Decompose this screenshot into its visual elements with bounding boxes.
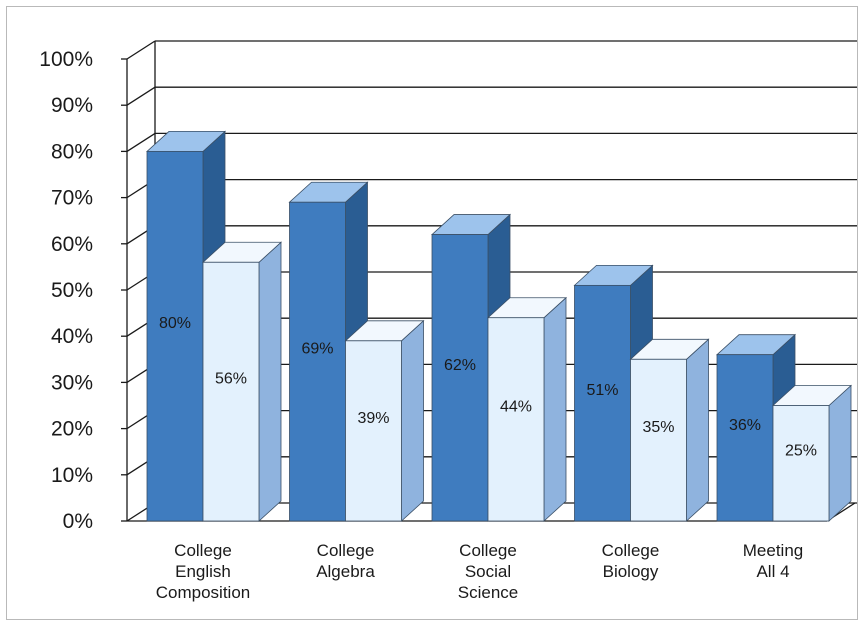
y-tick-label: 30% [51,371,93,394]
y-tick-label: 60% [51,233,93,256]
bar [716,354,774,522]
y-tick-label: 80% [51,140,93,163]
gridline-side [126,40,156,60]
chart-frame: 0% 10% 20% 30% 40% 50% 60% 70% 80% 90% 100% 80% 56% C… [6,6,858,620]
gridline-side [126,86,156,106]
y-tick-label: 20% [51,418,93,441]
data-label: 25% [785,442,817,459]
data-label: 69% [301,341,333,358]
bar [146,150,204,522]
bar [630,358,687,522]
data-label: 51% [586,382,618,399]
bar-side [686,338,709,522]
bar [202,261,260,522]
y-tick-label: 70% [51,187,93,210]
gridline-side [126,132,156,152]
x-tick-label: Meeting All 4 [743,541,803,581]
data-label: 35% [642,419,674,436]
bar-side [258,241,282,522]
bar [574,284,631,522]
bar [772,405,830,522]
data-label: 80% [159,315,191,332]
y-tick-label: 10% [51,464,93,487]
data-label: 36% [729,417,761,434]
bar [289,201,346,522]
x-tick-label: College Algebra [316,541,375,581]
data-label: 44% [500,398,532,415]
bar [431,234,489,522]
y-tick-label: 100% [39,48,93,71]
bar [345,340,402,522]
data-label: 62% [444,357,476,374]
x-tick-label: College English Composition [156,541,251,602]
x-tick-label: College Social Science [458,541,518,602]
y-tick-label: 50% [51,279,93,302]
y-tick-label: 90% [51,94,93,117]
bar-chart: 0% 10% 20% 30% 40% 50% 60% 70% 80% 90% 100% 80% 56% C… [39,40,857,602]
x-tick-label: College Biology [602,541,660,581]
bar-side [401,319,424,522]
y-tick-label: 0% [63,510,93,533]
data-label: 39% [357,410,389,427]
bar-side [828,384,852,522]
bar-side [543,296,567,522]
data-label: 56% [215,371,247,388]
y-tick-label: 40% [51,325,93,348]
bar [487,317,545,522]
